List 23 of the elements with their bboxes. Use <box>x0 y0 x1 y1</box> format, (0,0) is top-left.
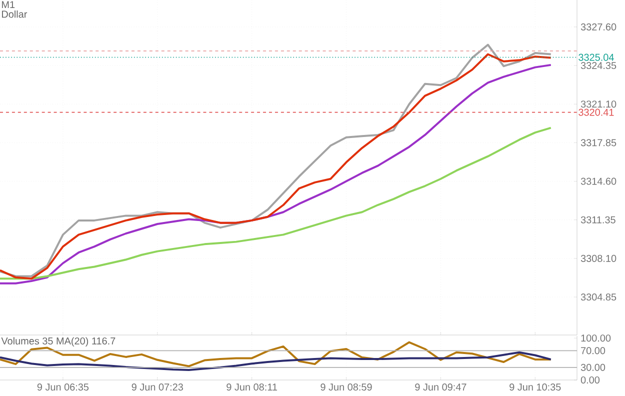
y-tick-label: 3311.35 <box>580 216 616 224</box>
y-tick-label: 3314.60 <box>580 178 616 185</box>
x-tick-label: 9 Jun 07:23 <box>132 384 183 391</box>
y-tick-label: 3327.60 <box>580 23 616 30</box>
y-tick-label: 3321.10 <box>580 100 616 108</box>
ref-line-label: 3320.41 <box>578 108 614 116</box>
y-tick-label: 0.00 <box>580 376 600 384</box>
y-tick-label: 3308.10 <box>580 254 616 262</box>
chart-title: M1 <box>2 1 15 8</box>
x-tick-label: 9 Jun 08:59 <box>320 384 372 391</box>
y-tick-label: 3317.85 <box>580 139 616 146</box>
y-tick-label: 3324.35 <box>580 62 616 70</box>
chart-title: Volumes 35 MA(20) 116.7 <box>1 337 116 346</box>
y-tick-label: 30.00 <box>580 364 606 371</box>
x-tick-label: 9 Jun 06:35 <box>37 384 89 391</box>
text: Dollar <box>2 10 28 18</box>
ref-line-label: 3325.04 <box>578 54 614 61</box>
y-tick-label: 100.00 <box>581 334 611 342</box>
x-tick-label: 9 Jun 10:35 <box>510 384 561 391</box>
x-tick-label: 9 Jun 08:11 <box>226 384 278 391</box>
y-tick-label: 3304.85 <box>580 293 616 301</box>
x-tick-label: 9 Jun 09:47 <box>415 384 466 391</box>
y-tick-label: 70.00 <box>581 347 606 354</box>
